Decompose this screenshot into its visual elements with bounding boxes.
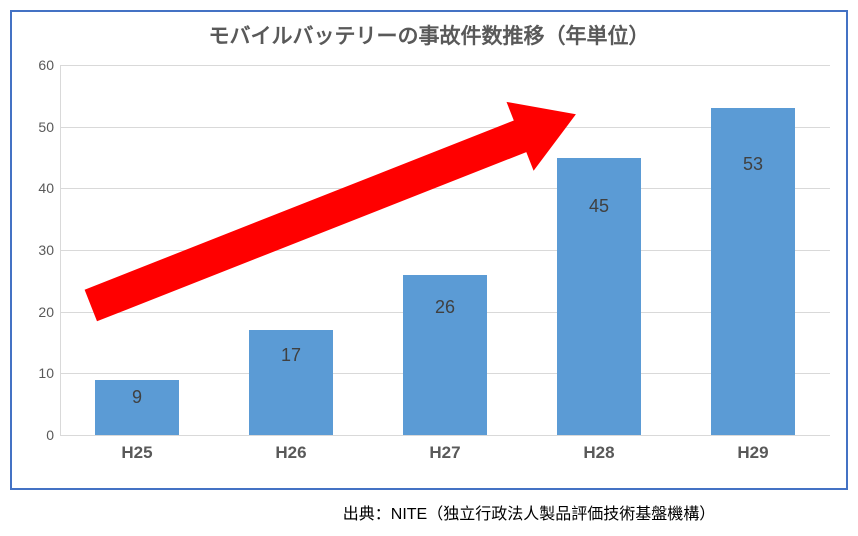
bar-value-label: 17 (249, 345, 334, 366)
bar: 45 (557, 158, 642, 436)
y-tick-label: 0 (24, 427, 60, 443)
x-tick-label: H28 (583, 435, 614, 463)
y-tick-label: 40 (24, 180, 60, 196)
x-tick-label: H27 (429, 435, 460, 463)
x-tick-label: H26 (275, 435, 306, 463)
bar-value-label: 9 (95, 387, 180, 408)
x-tick-label: H29 (737, 435, 768, 463)
chart-title: モバイルバッテリーの事故件数推移（年単位） (0, 20, 858, 50)
y-tick-label: 50 (24, 119, 60, 135)
bar: 26 (403, 275, 488, 435)
gridline (60, 65, 830, 66)
chart-container: モバイルバッテリーの事故件数推移（年単位） 01020304050609H251… (0, 0, 858, 536)
bar-value-label: 45 (557, 196, 642, 217)
plot-area: 01020304050609H2517H2626H2745H2853H29 (60, 65, 830, 435)
bar: 9 (95, 380, 180, 436)
y-tick-label: 60 (24, 57, 60, 73)
bar: 17 (249, 330, 334, 435)
x-tick-label: H25 (121, 435, 152, 463)
y-tick-label: 10 (24, 365, 60, 381)
bar: 53 (711, 108, 796, 435)
y-tick-label: 30 (24, 242, 60, 258)
bar-value-label: 53 (711, 154, 796, 175)
bar-value-label: 26 (403, 297, 488, 318)
y-tick-label: 20 (24, 304, 60, 320)
source-note: 出典：NITE（独立行政法人製品評価技術基盤機構） (0, 500, 858, 524)
